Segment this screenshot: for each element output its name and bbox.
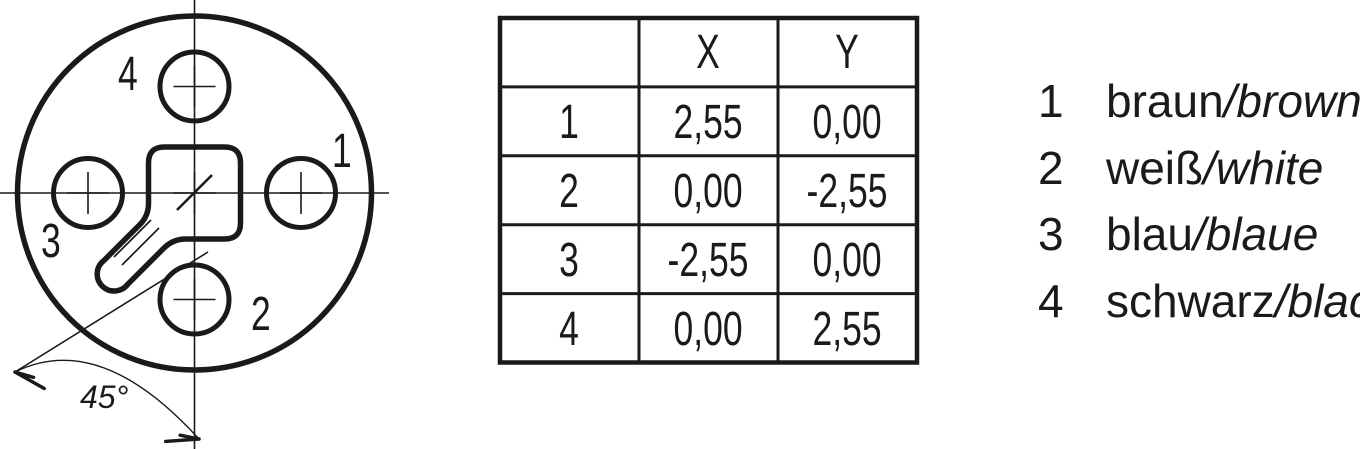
svg-text:1: 1: [559, 95, 579, 148]
svg-text:4: 4: [559, 302, 579, 355]
svg-text:4: 4: [118, 47, 138, 100]
svg-text:1: 1: [1038, 75, 1064, 127]
svg-text:45°: 45°: [80, 379, 129, 415]
svg-text:2: 2: [559, 164, 579, 217]
svg-text:3: 3: [559, 233, 579, 286]
svg-text:-2,55: -2,55: [807, 164, 888, 217]
svg-text:Y: Y: [835, 25, 859, 78]
svg-text:3: 3: [1038, 208, 1064, 260]
svg-text:0,00: 0,00: [673, 302, 742, 355]
svg-text:3: 3: [41, 214, 61, 267]
svg-text:2,55: 2,55: [812, 302, 881, 355]
svg-text:2: 2: [251, 287, 271, 340]
svg-text:0,00: 0,00: [812, 95, 881, 148]
svg-text:-2,55: -2,55: [668, 233, 749, 286]
svg-text:1: 1: [332, 124, 352, 177]
svg-text:0,00: 0,00: [812, 233, 881, 286]
svg-text:schwarz/black: schwarz/black: [1106, 275, 1360, 327]
svg-text:X: X: [696, 25, 720, 78]
svg-text:blau/blaue: blau/blaue: [1106, 208, 1318, 260]
svg-text:4: 4: [1038, 275, 1064, 327]
svg-text:weiß/white: weiß/white: [1105, 142, 1323, 194]
svg-text:braun/brown: braun/brown: [1106, 75, 1360, 127]
svg-text:0,00: 0,00: [673, 164, 742, 217]
svg-text:2,55: 2,55: [673, 95, 742, 148]
svg-text:2: 2: [1038, 142, 1064, 194]
